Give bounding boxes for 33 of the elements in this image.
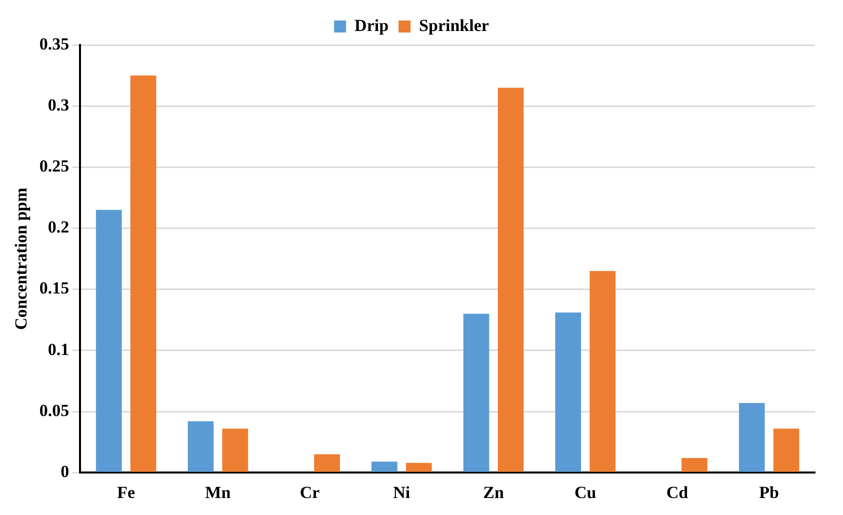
bar xyxy=(372,462,398,472)
x-tick-label: Cr xyxy=(300,483,320,502)
bar xyxy=(463,314,490,472)
x-tick-label: Cu xyxy=(574,483,596,502)
y-tick-label: 0 xyxy=(60,462,70,481)
bar xyxy=(406,462,432,472)
bar xyxy=(130,76,156,472)
bar xyxy=(96,210,122,472)
x-tick-label: Ni xyxy=(393,483,410,502)
bar xyxy=(314,454,340,472)
bar xyxy=(590,271,616,472)
bar xyxy=(555,312,582,472)
x-tick-label: Cd xyxy=(666,483,689,502)
y-tick-label: 0.3 xyxy=(48,95,70,114)
y-tick-label: 0.35 xyxy=(39,34,70,54)
legend-label: Drip xyxy=(354,16,389,35)
bar xyxy=(222,428,248,472)
x-tick-label: Fe xyxy=(117,483,136,502)
x-tick-label: Pb xyxy=(759,483,779,502)
y-tick-label: 0.1 xyxy=(48,340,70,359)
y-tick-label: 0.15 xyxy=(39,278,70,298)
bar xyxy=(773,428,800,472)
x-tick-label: Mn xyxy=(205,483,232,502)
bar xyxy=(738,402,765,472)
y-tick-label: 0.2 xyxy=(48,218,70,237)
y-tick-label: 0.05 xyxy=(39,400,70,420)
legend-label: Sprinkler xyxy=(419,16,490,35)
y-tick-label: 0.25 xyxy=(39,156,70,176)
bar xyxy=(682,458,708,472)
bar xyxy=(188,421,214,472)
bar xyxy=(498,88,524,472)
y-axis-title: Concentration ppm xyxy=(12,188,31,330)
x-tick-label: Zn xyxy=(483,483,504,502)
